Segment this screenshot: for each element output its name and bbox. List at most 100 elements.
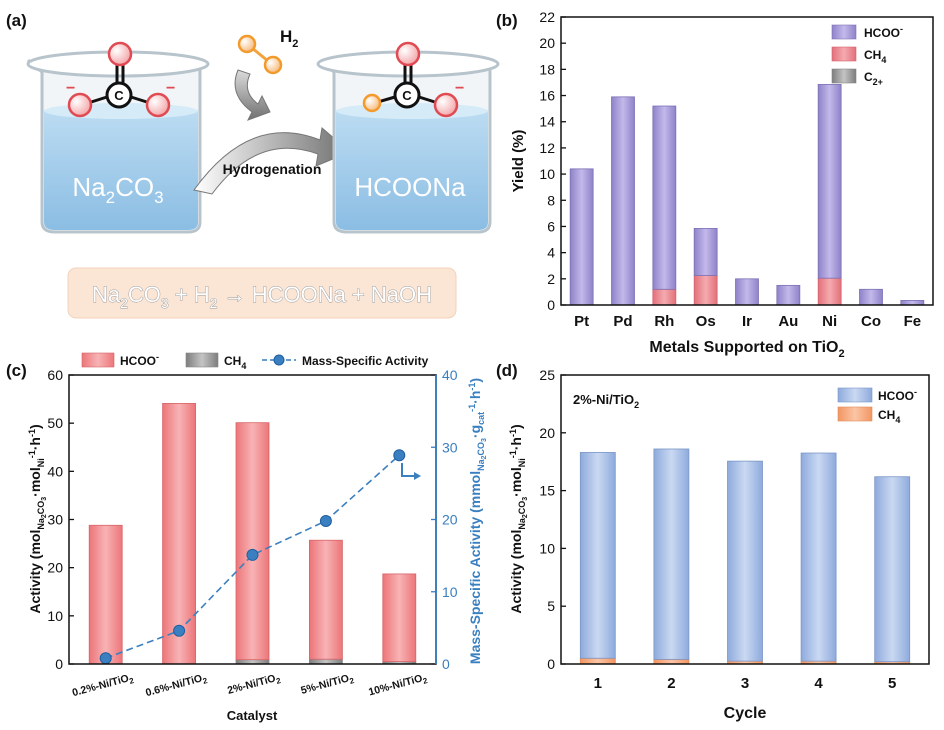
x-tick-label: Pd [613, 313, 632, 330]
y-tick-label: 5 [547, 598, 555, 614]
hydrogen-atom [362, 93, 382, 113]
bar-hcoo [817, 84, 842, 279]
negative-charge: − [66, 80, 75, 97]
panel-d-xlabel: Cycle [724, 705, 767, 722]
oxygen-atom [395, 41, 421, 67]
x-tick-label: Pt [574, 313, 589, 330]
reaction-equation: Na2CO3 + H2 → HCOONa + NaOH [92, 282, 432, 311]
beaker-left-water [44, 110, 198, 230]
bar-hcoo [653, 448, 690, 660]
y-tick-label: 12 [539, 140, 555, 156]
y-tick-label: 20 [47, 560, 63, 576]
x-tick-label: Fe [904, 313, 922, 330]
carbonate-molecule: C − − [66, 41, 175, 118]
panel-d-label: (d) [496, 361, 518, 380]
panel-b-label: (b) [496, 11, 518, 30]
y-tick-label: 0 [55, 656, 63, 672]
legend-swatch-ch4 [837, 406, 873, 422]
legend-label-ch4: CH4 [878, 408, 900, 425]
mass-activity-point [99, 652, 112, 665]
bar-hcoo [162, 403, 197, 665]
bar-ch4 [817, 277, 842, 306]
bar-hcoo [735, 278, 759, 306]
panel-d-bars [579, 448, 911, 665]
x-tick-label: Ir [742, 313, 752, 330]
x-tick-label: 4 [814, 675, 823, 692]
y-tick-label: 15 [539, 483, 555, 499]
carbon-symbol: C [114, 88, 124, 103]
legend-swatch-hcoo [837, 387, 873, 403]
bar-hcoo [776, 284, 801, 306]
x-tick-label: 10%-Ni/TiO2 [367, 671, 429, 700]
y-tick-label: 0 [547, 297, 555, 313]
bar-ch4 [652, 288, 677, 306]
bar-hcoo [693, 228, 718, 276]
y-tick-label: 40 [47, 463, 63, 479]
carbon-atom [105, 81, 133, 109]
y-tick-label: 20 [539, 425, 555, 441]
legend-swatch-ch4 [185, 352, 219, 368]
x-tick-label: Co [861, 313, 881, 330]
y-tick-label: 60 [47, 367, 63, 383]
legend-label-hcoo: HCOO- [120, 352, 159, 368]
x-tick-label: 5 [888, 675, 896, 692]
y-tick-label: 18 [539, 61, 555, 77]
y-tick-label: 2 [547, 271, 555, 287]
panel-d-annotation: 2%-Ni/TiO2 [573, 392, 639, 410]
oxygen-atom [145, 92, 171, 118]
y-tick-label: 0 [547, 656, 555, 672]
y-tick-label: 10 [539, 166, 555, 182]
h2-label: H2 [280, 27, 298, 50]
y-tick-label: 14 [539, 114, 555, 130]
bar-hcoo [88, 524, 123, 665]
legend-label-c2: C2+ [864, 70, 883, 87]
x-tick-label: 2 [667, 675, 675, 692]
legend-swatch-ch4 [831, 46, 857, 62]
mass-activity-point [319, 514, 332, 527]
y-tick-label: 4 [547, 245, 555, 261]
legend-label-ch4: CH4 [224, 354, 246, 371]
bar-hcoo [235, 422, 270, 661]
mass-activity-point [173, 624, 186, 637]
panel-d-legend: HCOO- CH4 [837, 387, 917, 425]
bar-hcoo [611, 96, 635, 306]
oxygen-atom [107, 41, 133, 67]
x-tick-label: 0.6%-Ni/TiO2 [144, 671, 209, 701]
oxygen-atom [67, 92, 93, 118]
right-axis-arrowhead-icon [414, 472, 421, 480]
formate-molecule: C − [362, 41, 464, 118]
mass-activity-line [105, 454, 400, 659]
hydrogen-atom [237, 34, 257, 54]
x-tick-label: Os [696, 313, 716, 330]
panel-d-frame [560, 374, 930, 665]
y-tick-label: 25 [539, 367, 555, 383]
y2-tick-label: 40 [442, 367, 458, 383]
carbon-symbol: C [402, 88, 412, 103]
bar-hcoo [569, 168, 594, 306]
legend-label-ch4: CH4 [864, 48, 886, 65]
panel-b-bars [569, 84, 925, 306]
y2-tick-label: 30 [442, 439, 458, 455]
bar-hcoo [308, 539, 343, 660]
panel-c-bars [88, 403, 417, 665]
legend-swatch-hcoo [831, 24, 857, 40]
panel-c-label: (c) [6, 361, 27, 380]
mass-activity-point [246, 548, 259, 561]
legend-label-hcoo: HCOO- [878, 387, 917, 403]
panel-c-legend: HCOO- CH4 Mass-Specific Activity [81, 352, 429, 371]
y-tick-label: 8 [547, 192, 555, 208]
y-tick-label: 16 [539, 88, 555, 104]
y2-tick-label: 10 [442, 584, 458, 600]
bar-hcoo [874, 476, 911, 663]
panel-b-xlabel: Metals Supported on TiO2 [649, 339, 844, 360]
x-tick-label: 5%-Ni/TiO2 [300, 671, 356, 699]
panel-d-ylabel: Activity (molNa2CO3·molNi-1·h-1) [508, 424, 529, 613]
product-label: HCOONa [354, 172, 466, 202]
beaker-right-water [336, 110, 488, 230]
panel-b-legend: HCOO- CH4 C2+ [831, 24, 903, 87]
y-tick-label: 10 [539, 540, 555, 556]
bar-hcoo [652, 105, 677, 290]
x-tick-label: 1 [594, 675, 602, 692]
panel-b-tick-labels: 0 2 4 6 8 10 12 14 16 18 20 22 Pt Pd Rh Os Ir Au Ni Co Fe [539, 9, 921, 330]
y-tick-label: 10 [47, 608, 63, 624]
